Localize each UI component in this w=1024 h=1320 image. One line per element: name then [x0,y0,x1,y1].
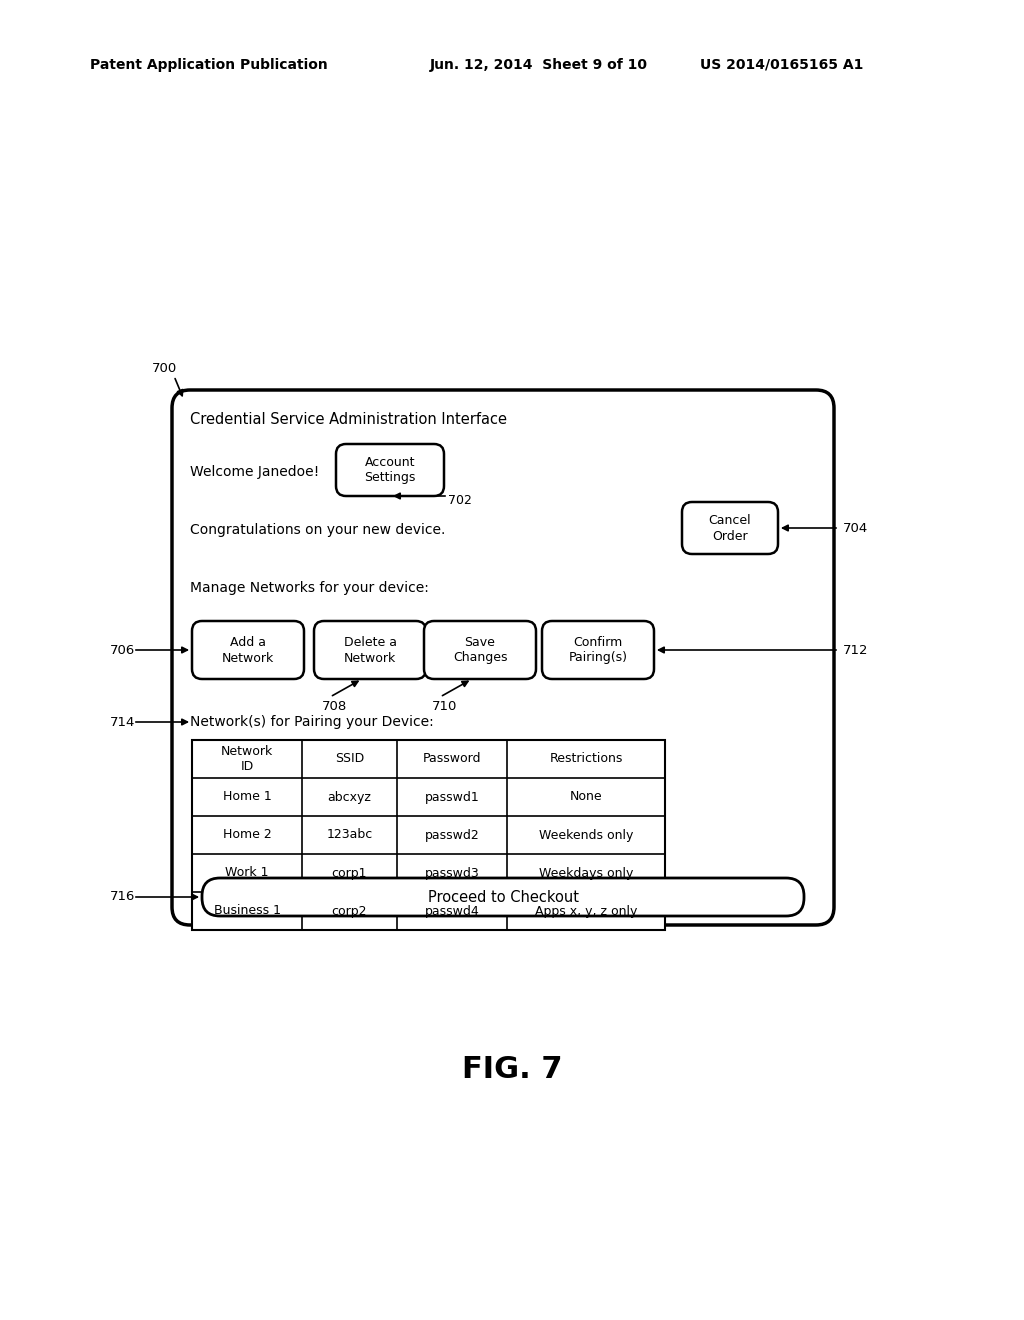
Bar [193,741,665,931]
Text: Save
Changes: Save Changes [453,635,507,664]
FancyBboxPatch shape [193,620,304,678]
Text: Congratulations on your new device.: Congratulations on your new device. [190,523,445,537]
Text: 710: 710 [432,701,458,714]
Text: US 2014/0165165 A1: US 2014/0165165 A1 [700,58,863,73]
Text: Confirm
Pairing(s): Confirm Pairing(s) [568,635,628,664]
Text: Work 1: Work 1 [225,866,268,879]
FancyBboxPatch shape [336,444,444,496]
Text: Home 2: Home 2 [222,829,271,842]
Text: Cancel
Order: Cancel Order [709,513,752,543]
Text: Add a
Network: Add a Network [222,635,274,664]
Text: 702: 702 [449,494,472,507]
Text: 704: 704 [843,521,868,535]
Text: None: None [569,791,602,804]
FancyBboxPatch shape [314,620,426,678]
Text: passwd3: passwd3 [425,866,479,879]
Text: Business 1: Business 1 [213,904,281,917]
Text: passwd1: passwd1 [425,791,479,804]
Text: Account
Settings: Account Settings [365,455,416,484]
Text: Password: Password [423,752,481,766]
Text: 708: 708 [322,701,347,714]
FancyBboxPatch shape [542,620,654,678]
Text: passwd2: passwd2 [425,829,479,842]
FancyBboxPatch shape [202,878,804,916]
FancyBboxPatch shape [682,502,778,554]
Text: Jun. 12, 2014  Sheet 9 of 10: Jun. 12, 2014 Sheet 9 of 10 [430,58,648,73]
Text: Network(s) for Pairing your Device:: Network(s) for Pairing your Device: [190,715,434,729]
Text: 706: 706 [110,644,135,656]
Text: 700: 700 [152,362,177,375]
Text: SSID: SSID [335,752,365,766]
Text: Proceed to Checkout: Proceed to Checkout [427,890,579,904]
Text: Delete a
Network: Delete a Network [343,635,396,664]
Text: Network
ID: Network ID [221,744,273,774]
Text: Home 1: Home 1 [222,791,271,804]
Text: FIG. 7: FIG. 7 [462,1056,562,1085]
Text: Weekends only: Weekends only [539,829,633,842]
Text: corp2: corp2 [332,904,368,917]
FancyBboxPatch shape [172,389,834,925]
Text: passwd4: passwd4 [425,904,479,917]
Text: Patent Application Publication: Patent Application Publication [90,58,328,73]
Text: 123abc: 123abc [327,829,373,842]
Text: 716: 716 [110,891,135,903]
Text: Credential Service Administration Interface: Credential Service Administration Interf… [190,412,507,428]
Text: Manage Networks for your device:: Manage Networks for your device: [190,581,429,595]
FancyBboxPatch shape [424,620,536,678]
Text: Apps x, y, z only: Apps x, y, z only [535,904,637,917]
Text: Weekdays only: Weekdays only [539,866,633,879]
Text: Welcome Janedoe!: Welcome Janedoe! [190,465,319,479]
Text: Restrictions: Restrictions [549,752,623,766]
Text: corp1: corp1 [332,866,368,879]
Text: abcxyz: abcxyz [328,791,372,804]
Text: 714: 714 [110,715,135,729]
Text: 712: 712 [843,644,868,656]
